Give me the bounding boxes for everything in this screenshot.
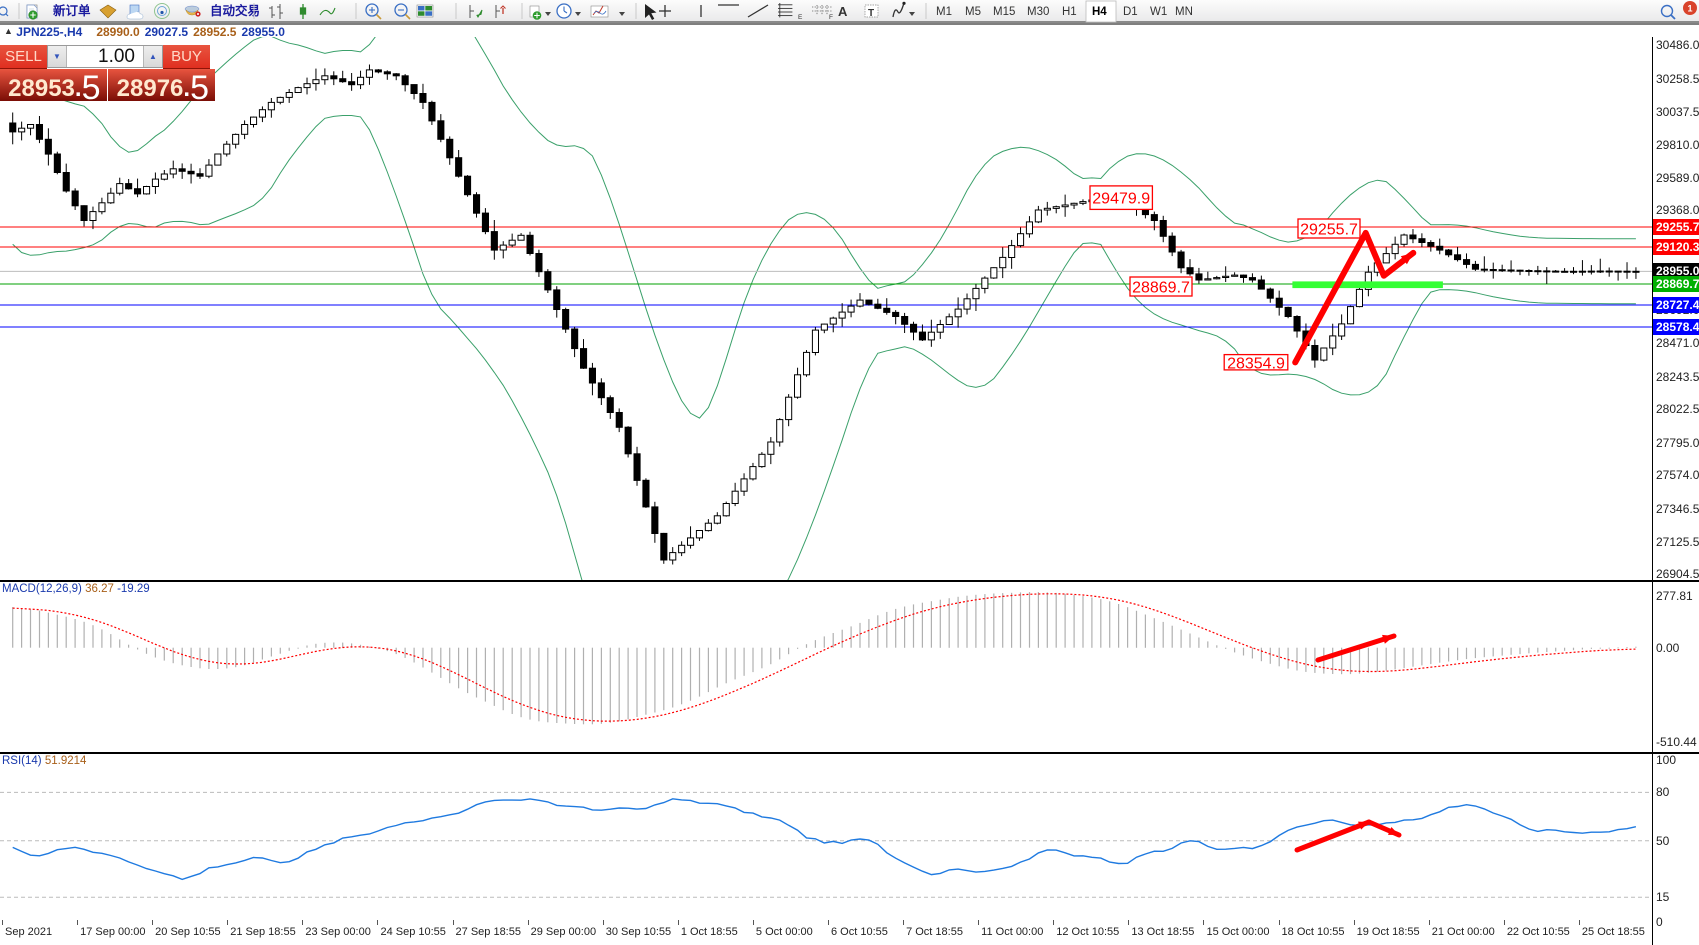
svg-text:29479.9: 29479.9 (1092, 191, 1150, 208)
svg-text:M15: M15 (993, 6, 1015, 18)
svg-text:H4: H4 (1092, 6, 1107, 18)
svg-text:29255.7: 29255.7 (1300, 222, 1358, 239)
svg-text:自动交易: 自动交易 (210, 3, 260, 18)
svg-text:M5: M5 (965, 6, 981, 18)
svg-text:M1: M1 (936, 6, 952, 18)
svg-text:28354.9: 28354.9 (1227, 355, 1285, 372)
svg-text:D1: D1 (1123, 6, 1138, 18)
svg-text:MN: MN (1175, 6, 1193, 18)
svg-text:F: F (829, 14, 833, 21)
svg-text:M30: M30 (1027, 6, 1049, 18)
svg-text:W1: W1 (1150, 6, 1167, 18)
svg-text:E: E (798, 14, 803, 21)
svg-text:T: T (868, 8, 874, 19)
svg-text:28869.7: 28869.7 (1132, 280, 1190, 297)
svg-text:H1: H1 (1062, 6, 1077, 18)
svg-text:1: 1 (1687, 3, 1692, 13)
svg-text:新订单: 新订单 (53, 3, 91, 18)
svg-text:A: A (838, 4, 848, 19)
